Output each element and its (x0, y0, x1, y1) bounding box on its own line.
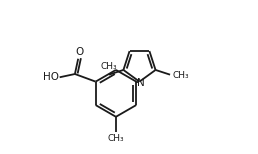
Text: HO: HO (43, 72, 59, 82)
Text: CH₃: CH₃ (108, 134, 124, 143)
Text: O: O (75, 47, 83, 57)
Text: CH₃: CH₃ (172, 71, 189, 80)
Text: N: N (137, 78, 144, 88)
Text: CH₃: CH₃ (101, 62, 117, 71)
